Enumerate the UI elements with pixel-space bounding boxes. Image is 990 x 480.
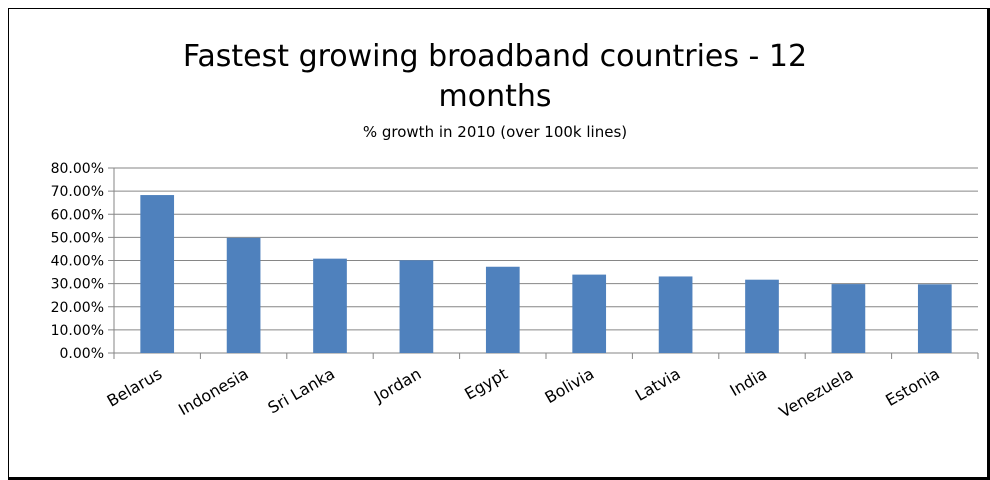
x-category-label: Sri Lanka [264, 364, 338, 417]
x-category-label: India [726, 364, 770, 400]
y-tick-label: 70.00% [51, 184, 104, 200]
y-tick-label: 50.00% [51, 230, 104, 246]
bar [313, 258, 347, 353]
chart-subtitle: % growth in 2010 (over 100k lines) [363, 123, 627, 141]
bar [917, 284, 952, 353]
x-category-label: Belarus [104, 364, 166, 411]
x-category-label: Bolivia [541, 364, 597, 407]
bar [226, 237, 261, 353]
bar [831, 284, 866, 353]
bar [485, 266, 520, 353]
y-tick-label: 10.00% [51, 323, 104, 339]
y-tick-label: 80.00% [51, 161, 104, 177]
bar [745, 279, 779, 353]
bars [140, 195, 952, 353]
x-category-label: Egypt [461, 364, 510, 404]
bar [140, 195, 175, 353]
y-tick-labels: 0.00% 10.00% 20.00% 30.00% 40.00% 50.00% 60.00… [51, 161, 104, 362]
x-category-labels: Belarus Indonesia Sri Lanka Jordan Egypt Boli… [104, 364, 943, 422]
bar [399, 260, 434, 353]
y-tick-label: 40.00% [51, 254, 104, 270]
x-category-label: Latvia [632, 364, 684, 405]
x-category-label: Indonesia [175, 364, 252, 419]
chart-title-line-1: Fastest growing broadband countries - 12 [183, 39, 807, 74]
y-tick-label: 0.00% [60, 346, 104, 362]
chart-title-line-2: months [439, 79, 552, 114]
x-category-label: Jordan [370, 364, 424, 406]
x-category-label: Venezuela [776, 364, 857, 422]
bar [572, 274, 607, 353]
y-tick-label: 60.00% [51, 207, 104, 223]
bar [658, 276, 693, 353]
x-category-label: Estonia [882, 364, 943, 410]
y-tick-label: 30.00% [51, 277, 104, 293]
y-tick-label: 20.00% [51, 300, 104, 316]
